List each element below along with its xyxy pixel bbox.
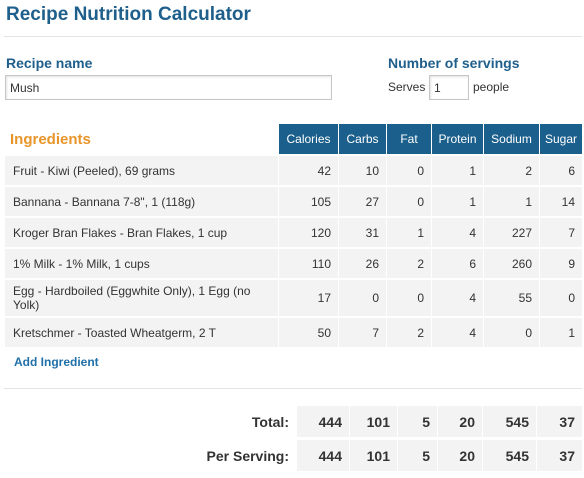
per-serving-calories: 444 bbox=[296, 437, 349, 471]
per-serving-sodium: 545 bbox=[482, 437, 536, 471]
total-label: Total: bbox=[5, 403, 296, 437]
sodium-cell: 0 bbox=[483, 316, 539, 347]
per-serving-fat: 5 bbox=[397, 437, 437, 471]
ingredient-row[interactable]: Fruit - Kiwi (Peeled), 69 grams 42 10 0 … bbox=[5, 154, 582, 185]
ingredient-name: 1% Milk - 1% Milk, 1 cups bbox=[5, 247, 278, 278]
protein-cell: 4 bbox=[431, 278, 483, 316]
sodium-cell: 2 bbox=[483, 154, 539, 185]
fat-cell: 2 bbox=[386, 247, 431, 278]
calories-cell: 50 bbox=[278, 316, 338, 347]
ingredient-row[interactable]: Egg - Hardboiled (Eggwhite Only), 1 Egg … bbox=[5, 278, 582, 316]
column-header-carbs: Carbs bbox=[338, 124, 386, 154]
column-header-protein: Protein bbox=[431, 124, 483, 154]
total-sugar: 37 bbox=[536, 403, 582, 437]
page-title: Recipe Nutrition Calculator bbox=[6, 4, 251, 25]
fat-cell: 0 bbox=[386, 185, 431, 216]
ingredient-name: Fruit - Kiwi (Peeled), 69 grams bbox=[5, 154, 278, 185]
ingredient-row[interactable]: Kretschmer - Toasted Wheatgerm, 2 T 50 7… bbox=[5, 316, 582, 347]
fat-cell: 1 bbox=[386, 216, 431, 247]
per-serving-carbs: 101 bbox=[349, 437, 397, 471]
servings-label: Number of servings bbox=[388, 55, 520, 71]
carbs-cell: 10 bbox=[338, 154, 386, 185]
total-row: Total: 444 101 5 20 545 37 bbox=[5, 403, 582, 437]
calories-cell: 110 bbox=[278, 247, 338, 278]
sugar-cell: 6 bbox=[539, 154, 582, 185]
total-fat: 5 bbox=[397, 403, 437, 437]
per-serving-row: Per Serving: 444 101 5 20 545 37 bbox=[5, 437, 582, 471]
sodium-cell: 260 bbox=[483, 247, 539, 278]
serves-label: Serves bbox=[388, 80, 426, 94]
recipe-name-input[interactable] bbox=[5, 75, 332, 100]
sugar-cell: 0 bbox=[539, 278, 582, 316]
add-ingredient-link[interactable]: Add Ingredient bbox=[5, 347, 582, 375]
fat-cell: 2 bbox=[386, 316, 431, 347]
sugar-cell: 9 bbox=[539, 247, 582, 278]
title-divider bbox=[4, 36, 582, 37]
ingredient-row[interactable]: 1% Milk - 1% Milk, 1 cups 110 26 2 6 260… bbox=[5, 247, 582, 278]
column-header-sodium: Sodium bbox=[483, 124, 539, 154]
ingredient-row[interactable]: Bannana - Bannana 7-8", 1 (118g) 105 27 … bbox=[5, 185, 582, 216]
ingredient-name: Kroger Bran Flakes - Bran Flakes, 1 cup bbox=[5, 216, 278, 247]
calories-cell: 17 bbox=[278, 278, 338, 316]
calories-cell: 42 bbox=[278, 154, 338, 185]
total-sodium: 545 bbox=[482, 403, 536, 437]
column-header-fat: Fat bbox=[386, 124, 431, 154]
total-protein: 20 bbox=[437, 403, 482, 437]
protein-cell: 4 bbox=[431, 316, 483, 347]
sodium-cell: 1 bbox=[483, 185, 539, 216]
ingredient-name: Bannana - Bannana 7-8", 1 (118g) bbox=[5, 185, 278, 216]
carbs-cell: 27 bbox=[338, 185, 386, 216]
people-label: people bbox=[473, 80, 510, 94]
ingredients-table: Ingredients Calories Carbs Fat Protein S… bbox=[5, 124, 582, 375]
sugar-cell: 7 bbox=[539, 216, 582, 247]
protein-cell: 4 bbox=[431, 216, 483, 247]
fat-cell: 0 bbox=[386, 154, 431, 185]
protein-cell: 1 bbox=[431, 154, 483, 185]
carbs-cell: 26 bbox=[338, 247, 386, 278]
ingredients-header-row: Ingredients Calories Carbs Fat Protein S… bbox=[5, 124, 582, 154]
sugar-cell: 14 bbox=[539, 185, 582, 216]
fat-cell: 0 bbox=[386, 278, 431, 316]
calories-cell: 105 bbox=[278, 185, 338, 216]
carbs-cell: 7 bbox=[338, 316, 386, 347]
ingredients-title: Ingredients bbox=[5, 124, 278, 154]
totals-divider bbox=[4, 388, 582, 389]
column-header-calories: Calories bbox=[278, 124, 338, 154]
sugar-cell: 1 bbox=[539, 316, 582, 347]
ingredient-name: Kretschmer - Toasted Wheatgerm, 2 T bbox=[5, 316, 278, 347]
carbs-cell: 31 bbox=[338, 216, 386, 247]
per-serving-label: Per Serving: bbox=[5, 437, 296, 471]
ingredient-row[interactable]: Kroger Bran Flakes - Bran Flakes, 1 cup … bbox=[5, 216, 582, 247]
sodium-cell: 227 bbox=[483, 216, 539, 247]
total-carbs: 101 bbox=[349, 403, 397, 437]
sodium-cell: 55 bbox=[483, 278, 539, 316]
totals-table: Total: 444 101 5 20 545 37 Per Serving: … bbox=[5, 403, 582, 471]
recipe-name-label: Recipe name bbox=[6, 55, 93, 71]
per-serving-protein: 20 bbox=[437, 437, 482, 471]
protein-cell: 1 bbox=[431, 185, 483, 216]
ingredient-name: Egg - Hardboiled (Eggwhite Only), 1 Egg … bbox=[5, 278, 278, 316]
column-header-sugar: Sugar bbox=[539, 124, 582, 154]
protein-cell: 6 bbox=[431, 247, 483, 278]
carbs-cell: 0 bbox=[338, 278, 386, 316]
calories-cell: 120 bbox=[278, 216, 338, 247]
per-serving-sugar: 37 bbox=[536, 437, 582, 471]
servings-input[interactable] bbox=[429, 75, 469, 100]
total-calories: 444 bbox=[296, 403, 349, 437]
